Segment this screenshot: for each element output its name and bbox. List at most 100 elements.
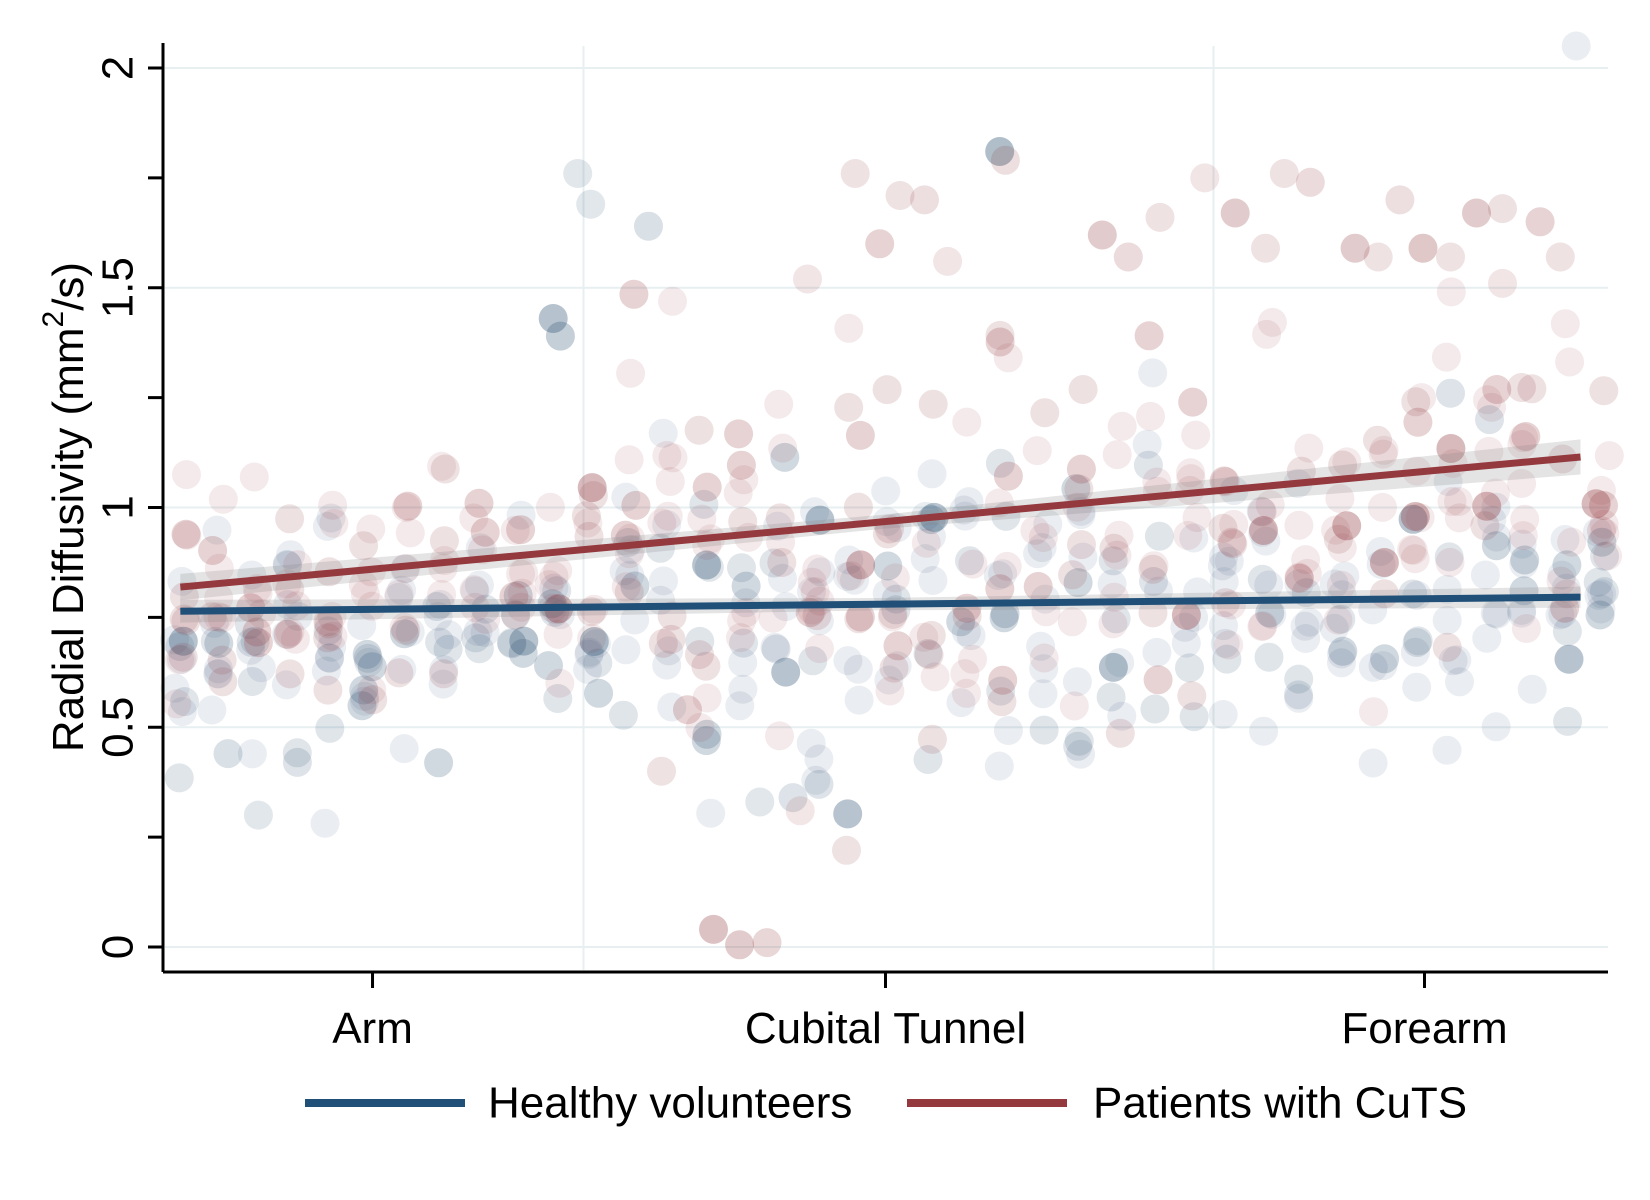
scatter-point [574, 521, 604, 551]
scatter-point [992, 551, 1022, 581]
scatter-point [723, 478, 753, 508]
scatter-point [840, 565, 869, 595]
scatter-point [1033, 509, 1063, 539]
scatter-point [1370, 644, 1400, 674]
scatter-point [1545, 242, 1575, 272]
scatter-point [471, 604, 501, 634]
scatter-point [696, 798, 726, 828]
scatter-point [910, 185, 939, 215]
scatter-point [1325, 484, 1355, 513]
scatter-point [1284, 664, 1314, 694]
scatter-point [951, 617, 981, 647]
scatter-point [1136, 401, 1165, 431]
scatter-point [239, 462, 269, 492]
scatter-point [464, 634, 494, 664]
scatter-point [1444, 487, 1473, 516]
scatter-point [1582, 517, 1612, 547]
scatter-point [1431, 342, 1461, 372]
scatter-point [840, 159, 870, 188]
scatter-point [571, 501, 601, 531]
scatter-point [387, 654, 417, 684]
scatter-point [873, 551, 903, 581]
scatter-point [1358, 748, 1388, 778]
scatter-point [1507, 430, 1537, 459]
scatter-point [1402, 628, 1432, 658]
scatter-point [1099, 533, 1129, 563]
scatter-point [1593, 541, 1623, 571]
scatter-point [1445, 667, 1474, 697]
scatter-point [393, 491, 423, 521]
scatter-point [725, 930, 755, 960]
scatter-point [1436, 434, 1466, 463]
scatter-point [1028, 679, 1058, 709]
scatter-point [1171, 600, 1201, 630]
scatter-point [699, 914, 728, 944]
scatter-point [1257, 599, 1287, 629]
scatter-point [280, 624, 310, 654]
scatter-point [357, 652, 387, 682]
scatter-point [691, 726, 721, 756]
scatter-point [1477, 392, 1507, 422]
scatter-point [1249, 516, 1278, 545]
scatter-point [1525, 207, 1555, 237]
scatter-point [273, 550, 303, 580]
scatter-point [764, 389, 794, 419]
scatter-point [673, 695, 702, 725]
scatter-point [1284, 563, 1314, 593]
scatter-point [608, 700, 638, 730]
scatter-point [356, 514, 386, 544]
scatter-point [1405, 503, 1435, 533]
scatter-point [581, 629, 611, 659]
scatter-point [833, 646, 863, 676]
scatter-point [208, 484, 238, 514]
scatter-point [509, 558, 539, 588]
scatter-point [424, 748, 454, 778]
scatter-point [459, 503, 489, 533]
scatter-point [1587, 527, 1617, 557]
scatter-point [1066, 454, 1096, 484]
scatter-point [1113, 242, 1143, 272]
scatter-point [1247, 564, 1277, 594]
scatter-point [805, 634, 834, 664]
scatter-point [1170, 612, 1200, 642]
scatter-point [1552, 550, 1582, 580]
scatter-point [1326, 604, 1356, 634]
scatter-point [1022, 436, 1052, 466]
scatter-point [614, 445, 644, 475]
scatter-point [983, 561, 1013, 590]
scatter-point [917, 724, 947, 754]
scatter-point [685, 640, 714, 670]
scatter-point [1295, 167, 1325, 197]
scatter-point [621, 490, 651, 520]
scatter-point [243, 628, 273, 658]
scatter-point [1139, 551, 1169, 581]
scatter-point [882, 651, 912, 681]
scatter-point [1029, 643, 1059, 673]
scatter-point [506, 559, 536, 589]
scatter-point [200, 626, 230, 656]
scatter-point [770, 442, 800, 472]
scatter-point [349, 531, 379, 561]
scatter-point [985, 327, 1015, 357]
scatter-point [649, 566, 678, 596]
scatter-point [1475, 405, 1504, 435]
scatter-point [573, 654, 603, 684]
scatter-point [1442, 645, 1472, 675]
scatter-point [1182, 503, 1212, 532]
scatter-point [634, 211, 663, 241]
scatter-point [725, 691, 755, 721]
scatter-point [1179, 523, 1209, 553]
scatter-point [543, 684, 573, 713]
scatter-point [1480, 478, 1510, 508]
scatter-point [1328, 450, 1358, 480]
scatter-point [1400, 544, 1430, 574]
scatter-point [347, 611, 377, 641]
scatter-point [170, 687, 199, 717]
scatter-point [275, 659, 305, 689]
scatter-point [282, 747, 312, 777]
scatter-point [243, 578, 273, 608]
scatter-point [1284, 562, 1314, 592]
scatter-point [1581, 489, 1611, 519]
scatter-point [199, 608, 229, 638]
scatter-point [745, 787, 775, 817]
